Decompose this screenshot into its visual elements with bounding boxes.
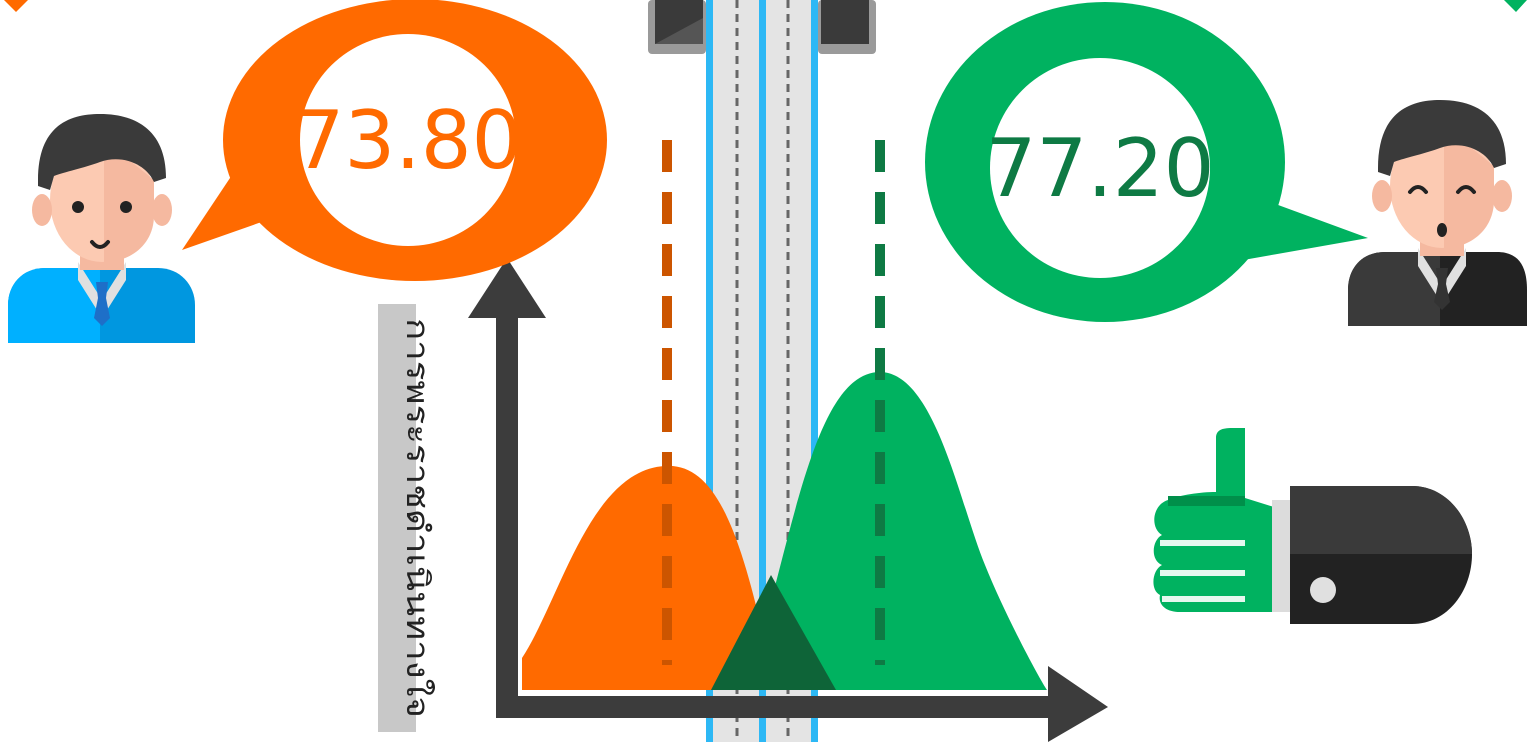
green-distribution	[745, 372, 1047, 690]
person-left-avatar	[8, 114, 195, 343]
y-axis-label-bg	[378, 304, 416, 732]
green-speech-bubble	[925, 2, 1368, 322]
x-axis	[496, 696, 1056, 718]
left-score: 73.80	[293, 94, 522, 187]
x-axis-arrowhead	[1048, 666, 1108, 742]
y-axis-label: การพระราชดำเนินทางใจ	[399, 318, 435, 718]
orange-distribution	[522, 465, 775, 690]
thumbs-up-icon	[1153, 428, 1472, 624]
orange-speech-bubble	[182, 0, 607, 281]
y-axis	[496, 316, 518, 718]
person-right-avatar	[1348, 100, 1527, 326]
top-block-left	[648, 0, 706, 54]
y-axis-arrowhead	[468, 258, 546, 318]
overlap-region	[711, 575, 836, 690]
corner-arrow-top-left	[4, 0, 28, 12]
right-score: 77.20	[985, 122, 1214, 215]
top-block-right	[818, 0, 876, 54]
corner-arrow-top-right	[1504, 0, 1527, 12]
